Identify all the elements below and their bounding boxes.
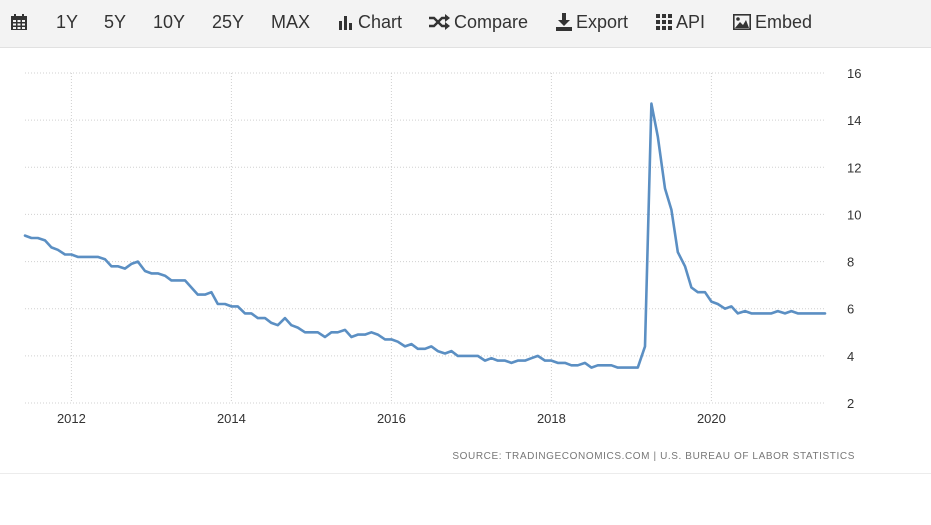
series-line xyxy=(23,102,827,369)
image-icon xyxy=(733,14,751,30)
shuffle-icon xyxy=(428,14,450,30)
range-max-button[interactable]: MAX xyxy=(271,11,311,32)
range-1y-button[interactable]: 1Y xyxy=(56,11,79,32)
range-5y-button[interactable]: 5Y xyxy=(104,11,127,32)
compare-button-label: Compare xyxy=(454,11,529,32)
x-tick-label: 2016 xyxy=(377,411,406,426)
embed-button[interactable]: Embed xyxy=(733,0,812,44)
export-button[interactable]: Export xyxy=(556,0,628,44)
y-tick-label: 10 xyxy=(847,207,861,222)
x-tick-label: 2014 xyxy=(217,411,246,426)
export-button-label: Export xyxy=(576,11,629,32)
y-tick-label: 16 xyxy=(847,66,861,81)
y-tick-label: 8 xyxy=(847,255,854,270)
x-axis-ticks: 2012 2014 2016 2018 2020 xyxy=(57,411,726,426)
compare-button[interactable]: Compare xyxy=(428,0,528,44)
x-tick-label: 2020 xyxy=(697,411,726,426)
range-25y-button[interactable]: 25Y xyxy=(212,11,245,32)
y-axis-ticks: 2 4 6 8 10 12 14 16 xyxy=(847,66,861,411)
bar-chart-icon xyxy=(338,14,354,30)
y-tick-label: 14 xyxy=(847,113,861,128)
chart-button-label: Chart xyxy=(358,11,403,32)
download-icon xyxy=(556,13,572,31)
line-chart: 2012 2014 2016 2018 2020 2 4 6 8 10 12 14 16 SOURCE… xyxy=(23,66,861,462)
range-10y-button[interactable]: 10Y xyxy=(153,11,186,32)
embed-button-label: Embed xyxy=(755,11,813,32)
y-tick-label: 4 xyxy=(847,349,854,364)
calendar-icon-svg xyxy=(11,14,27,30)
api-button-label: API xyxy=(676,11,706,32)
chart-button[interactable]: Chart xyxy=(338,0,402,44)
y-tick-label: 2 xyxy=(847,396,854,411)
x-tick-label: 2018 xyxy=(537,411,566,426)
series-layer xyxy=(23,102,827,369)
calendar-icon[interactable] xyxy=(10,0,28,44)
toolbar: 1Y 5Y 10Y 25Y MAX Chart Compare Ex xyxy=(0,0,931,48)
x-tick-label: 2012 xyxy=(57,411,86,426)
footer-divider xyxy=(0,473,931,474)
y-tick-label: 12 xyxy=(847,160,861,175)
y-tick-label: 6 xyxy=(847,302,854,317)
grid-layer xyxy=(25,72,825,404)
api-button[interactable]: API xyxy=(656,0,705,44)
chart-area: 2012 2014 2016 2018 2020 2 4 6 8 10 12 14 16 SOURCE… xyxy=(0,49,931,473)
grid-icon xyxy=(656,14,672,30)
source-caption: SOURCE: TRADINGECONOMICS.COM | U.S. BURE… xyxy=(452,451,855,462)
